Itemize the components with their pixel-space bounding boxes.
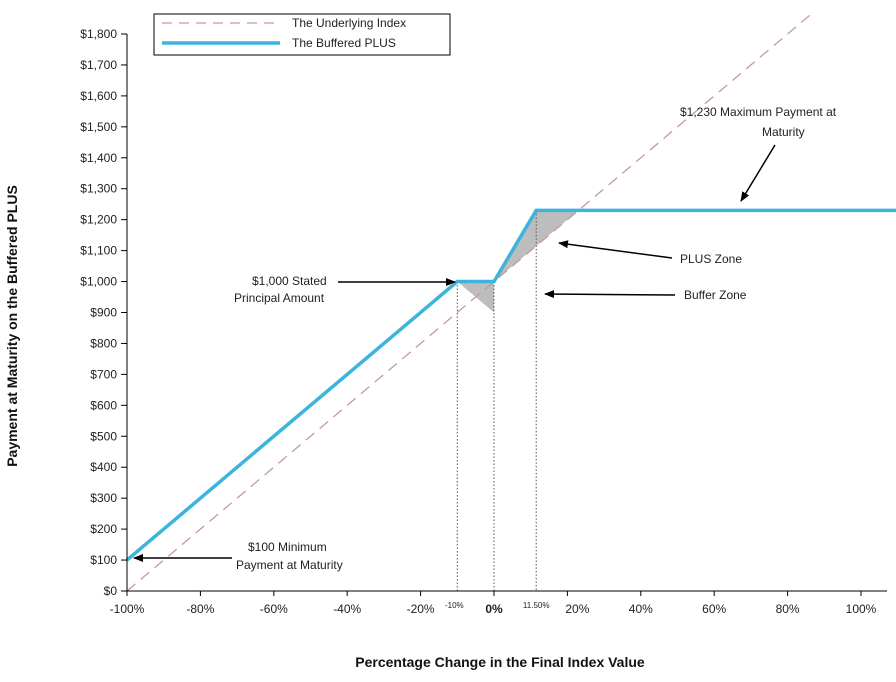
annotation-principal-line1: $1,000 Stated [252, 274, 327, 288]
x-axis-title: Percentage Change in the Final Index Val… [355, 654, 645, 670]
x-tick-label: -80% [186, 602, 214, 616]
annotation-principal-line2: Principal Amount [234, 291, 325, 305]
series-layer [125, 14, 896, 592]
x-tick-label: -40% [333, 602, 361, 616]
annotation-buffer-zone: Buffer Zone [684, 288, 747, 302]
y-tick-label: $100 [90, 553, 117, 567]
x-tick-label: 60% [702, 602, 726, 616]
annotation-max-payment-arrow [740, 144, 776, 202]
y-tick-label: $1,800 [80, 27, 117, 41]
series-line-the-buffered-plus [125, 208, 896, 562]
legend-box [153, 13, 451, 56]
x-tick-label: -60% [260, 602, 288, 616]
y-tick-label: $600 [90, 398, 117, 412]
axes-layer [121, 33, 887, 596]
annotation-max-payment-line2: Maturity [762, 125, 805, 139]
y-tick-label: $200 [90, 522, 117, 536]
reference-lines-layer [456, 210, 537, 591]
y-tick-label: $300 [90, 491, 117, 505]
x-tick-label: 80% [776, 602, 800, 616]
x-tick-label: 100% [846, 602, 877, 616]
x-tick-label: -20% [407, 602, 435, 616]
legend-label-underlying-index: The Underlying Index [292, 16, 406, 30]
annotation-buffer-zone-arrow [544, 290, 676, 299]
annotation-max-payment-line1: $1,230 Maximum Payment at [680, 105, 837, 119]
legend: The Underlying Index The Buffered PLUS [153, 13, 451, 56]
annotations: $1,230 Maximum Payment at Maturity PLUS … [133, 105, 837, 572]
x-tick-label: -100% [110, 602, 145, 616]
y-tick-label: $900 [90, 306, 117, 320]
y-tick-label: $700 [90, 367, 117, 381]
legend-label-buffered-plus: The Buffered PLUS [292, 36, 396, 50]
annotation-plus-zone-arrow [558, 240, 673, 259]
y-tick-label: $1,500 [80, 120, 117, 134]
y-axis-title: Payment at Maturity on the Buffered PLUS [4, 185, 20, 467]
y-tick-label: $1,600 [80, 89, 117, 103]
y-tick-label: $1,000 [80, 275, 117, 289]
x-extra-label: 11.50% [523, 601, 550, 610]
y-tick-label: $400 [90, 460, 117, 474]
x-tick-label: 20% [565, 602, 589, 616]
tick-labels-layer: $0 $100 $200 $300 $400 $500 $600 $700 $800 $900 $1… [80, 27, 876, 616]
series-line-the-underlying-index [126, 14, 811, 592]
x-extra-label: -10% [445, 601, 464, 610]
y-tick-label: $1,400 [80, 151, 117, 165]
x-tick-label: 0% [485, 602, 503, 616]
annotation-min-payment-line2: Payment at Maturity [236, 558, 343, 572]
y-tick-label: $1,300 [80, 182, 117, 196]
y-tick-label: $1,100 [80, 244, 117, 258]
y-tick-label: $800 [90, 336, 117, 350]
y-tick-label: $1,200 [80, 213, 117, 227]
x-tick-label: 40% [629, 602, 653, 616]
y-tick-label: $500 [90, 429, 117, 443]
y-tick-label: $0 [104, 584, 118, 598]
annotation-plus-zone: PLUS Zone [680, 252, 742, 266]
annotation-min-payment-line1: $100 Minimum [248, 540, 327, 554]
y-tick-label: $1,700 [80, 58, 117, 72]
